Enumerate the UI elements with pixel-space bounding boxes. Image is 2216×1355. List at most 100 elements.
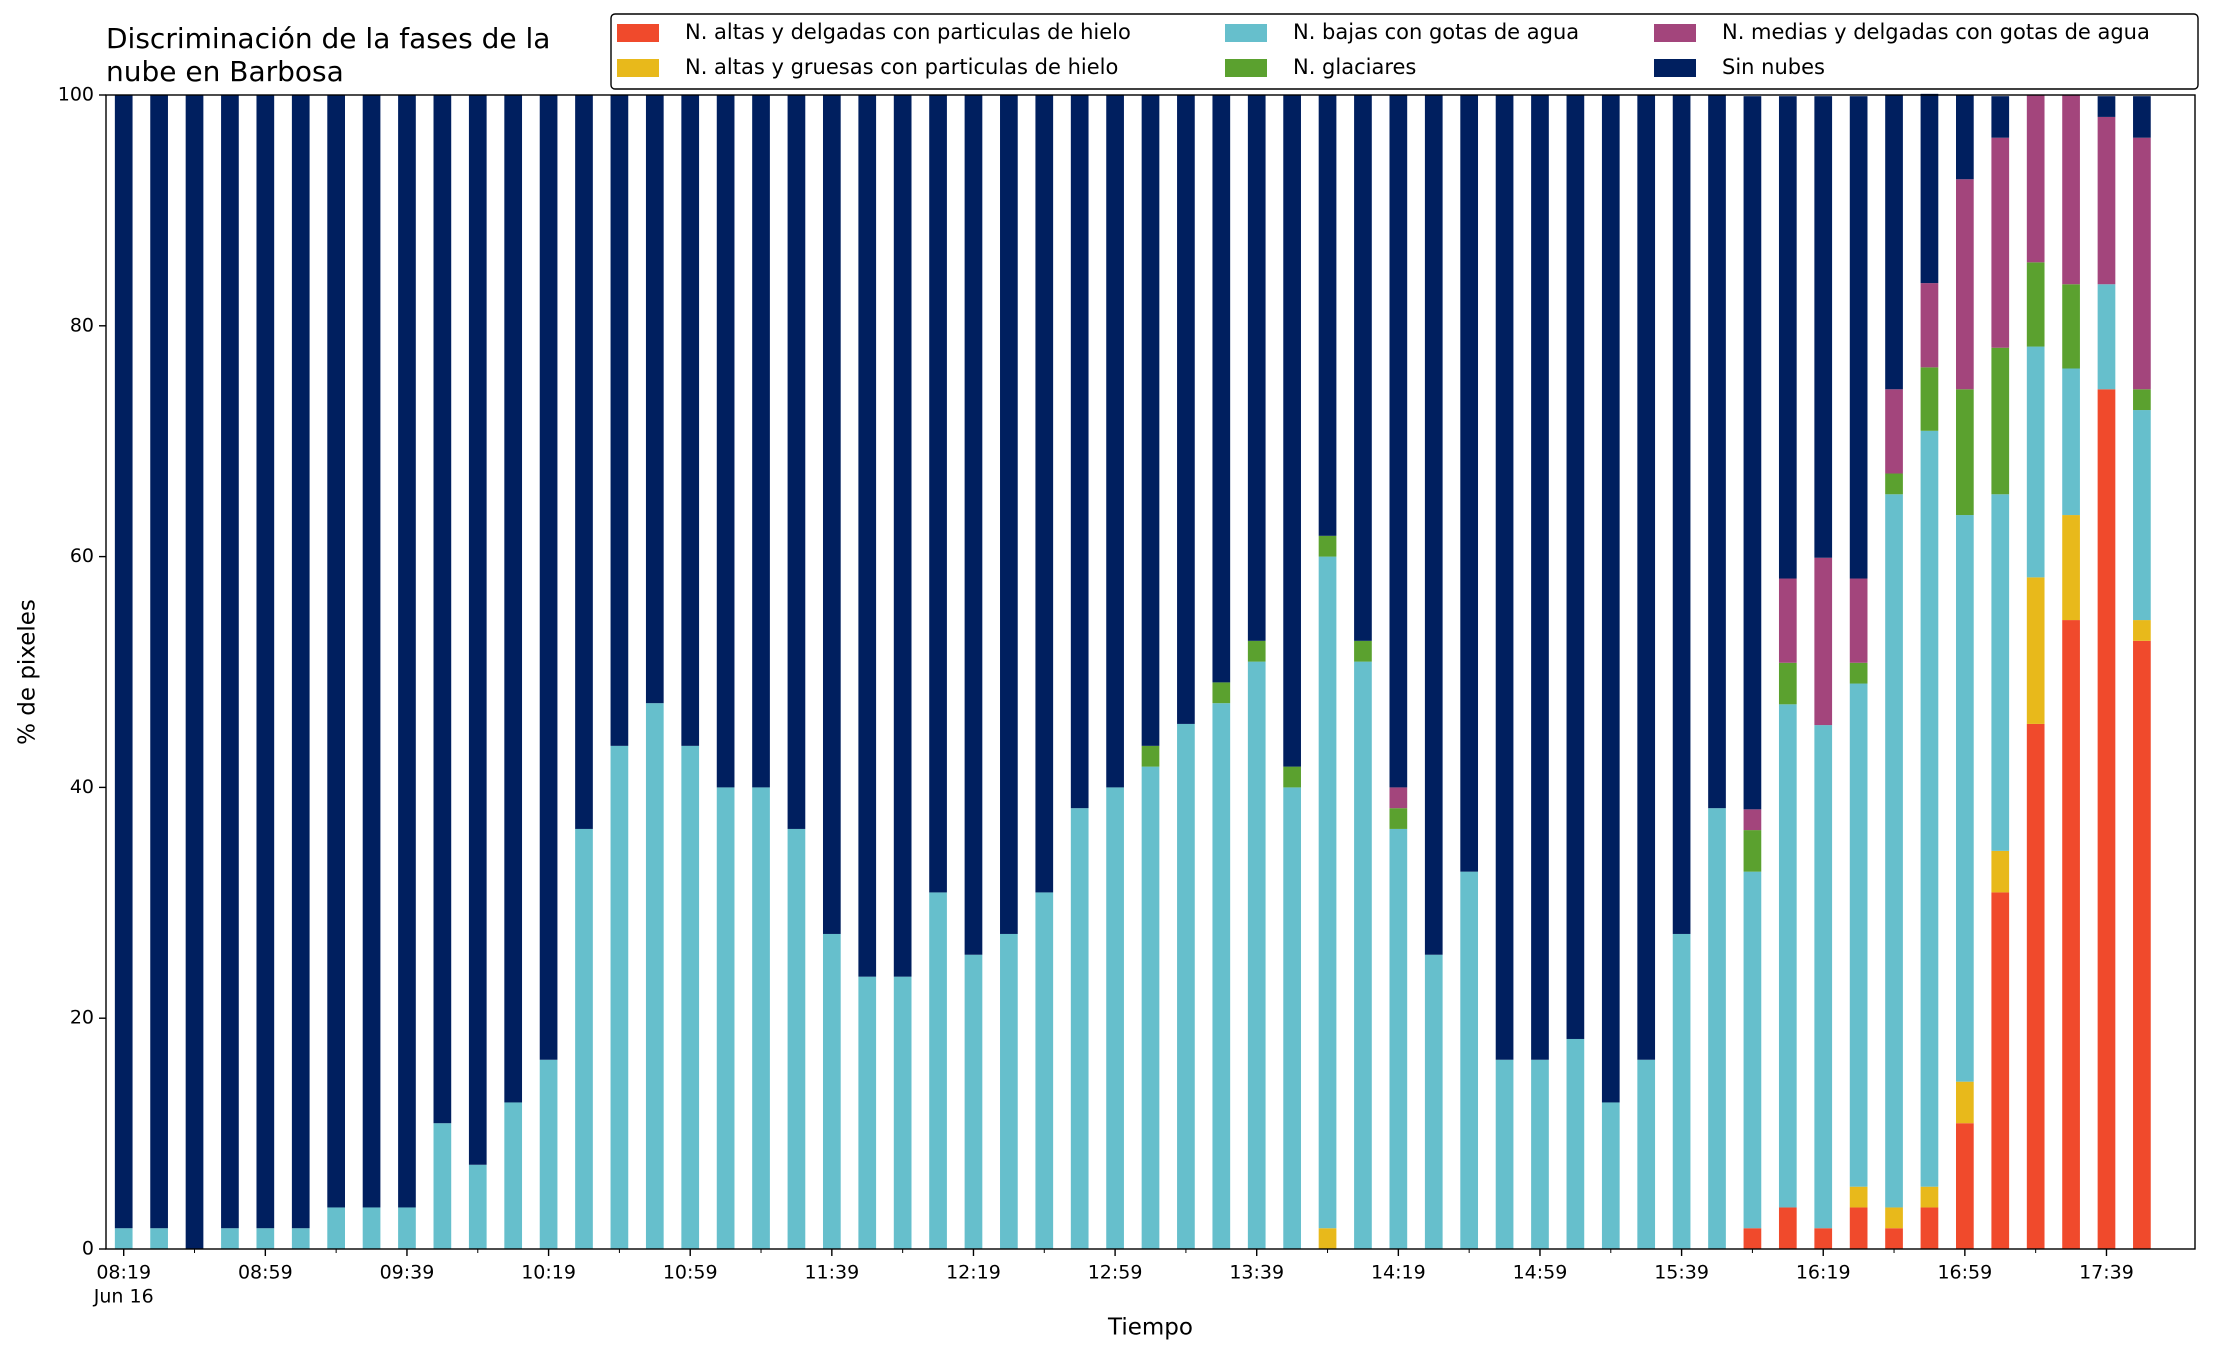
- bar-segment: [1177, 723, 1195, 1249]
- legend-label: N. altas y gruesas con particulas de hie…: [685, 55, 1118, 79]
- y-axis-label: % de pixeles: [15, 599, 41, 745]
- bar-segment: [1460, 95, 1479, 872]
- bar-segment: [1956, 389, 1974, 516]
- bar-segment: [504, 95, 523, 1103]
- x-sublabel: Jun 16: [93, 1286, 154, 1308]
- bar-segment: [433, 95, 452, 1124]
- bar-segment: [1991, 137, 2010, 348]
- bar-segment: [539, 1059, 558, 1249]
- bar-segment: [1247, 95, 1266, 641]
- bar-segment: [1920, 1207, 1939, 1249]
- bar-segment: [1885, 95, 1903, 390]
- bar-segment: [150, 1228, 168, 1249]
- bar-segment: [1141, 745, 1160, 767]
- bar-segment: [1814, 557, 1833, 726]
- bar-segment: [1814, 725, 1833, 1229]
- bar-segment: [1778, 704, 1797, 1208]
- bar-segment: [221, 1228, 239, 1249]
- bar-segment: [2133, 640, 2151, 1249]
- bar-segment: [752, 787, 770, 1249]
- bar-segment: [2133, 137, 2151, 390]
- bar-segment: [2097, 116, 2116, 285]
- bar-segment: [2097, 284, 2116, 390]
- x-tick-label: 11:39: [804, 1262, 859, 1284]
- bar-segment: [1601, 95, 1620, 1103]
- bar-segment: [504, 1102, 523, 1249]
- bar-segment: [327, 1207, 345, 1249]
- bar-segment: [822, 95, 841, 934]
- bar-segment: [645, 95, 664, 704]
- bar-segment: [468, 1164, 487, 1249]
- bar-segment: [1885, 1207, 1903, 1229]
- bar-segment: [1849, 1186, 1868, 1208]
- bar-segment: [1956, 1123, 1974, 1249]
- legend-label: N. glaciares: [1293, 55, 1416, 79]
- x-tick-label: 10:59: [663, 1262, 718, 1284]
- bar-segment: [1956, 179, 1974, 390]
- bar-segment: [716, 787, 735, 1249]
- legend-label: N. bajas con gotas de agua: [1293, 20, 1579, 44]
- x-tick-label: 16:59: [1937, 1262, 1992, 1284]
- bar-segment: [1920, 367, 1939, 431]
- bar-segment: [1601, 1102, 1620, 1249]
- bar-segment: [1778, 662, 1797, 705]
- bar-segment: [1814, 1228, 1833, 1249]
- bar-segment: [1389, 808, 1408, 829]
- bar-segment: [858, 95, 877, 977]
- bar-segment: [610, 745, 629, 1249]
- x-tick-label: 14:19: [1371, 1262, 1426, 1284]
- bar-segment: [2097, 389, 2116, 1249]
- bar-segment: [291, 95, 310, 1229]
- bar-segment: [2062, 368, 2080, 516]
- bar-segment: [681, 95, 700, 746]
- bar-segment: [929, 95, 947, 893]
- bar-segment: [575, 828, 593, 1249]
- bar-segment: [1035, 892, 1054, 1249]
- x-tick-label: 14:59: [1513, 1262, 1568, 1284]
- bar-segment: [893, 976, 912, 1249]
- bar-segment: [1849, 96, 1868, 579]
- bar-segment: [1035, 95, 1054, 893]
- bar-segment: [114, 1228, 133, 1249]
- bar-segment: [929, 892, 947, 1249]
- bar-segment: [1389, 95, 1408, 788]
- bar-segment: [1991, 494, 2010, 851]
- bar-segment: [1283, 766, 1301, 788]
- bar-segment: [964, 95, 983, 955]
- bar-segment: [1318, 1228, 1337, 1249]
- bar-segment: [2062, 95, 2080, 285]
- bar-segment: [1389, 787, 1408, 809]
- bar-segment: [2026, 95, 2045, 263]
- x-tick-label: 08:59: [238, 1262, 293, 1284]
- legend-label: N. medias y delgadas con gotas de agua: [1722, 20, 2150, 44]
- x-tick-label: 17:39: [2079, 1262, 2134, 1284]
- bar-segment: [1389, 828, 1408, 1249]
- bar-segment: [1177, 95, 1195, 724]
- bar-segment: [362, 1207, 381, 1249]
- bar-segment: [1885, 389, 1903, 474]
- bar-segment: [1531, 1059, 1549, 1249]
- bar-segment: [1920, 430, 1939, 1187]
- bar-segment: [1778, 1207, 1797, 1249]
- legend-swatch: [1654, 59, 1696, 77]
- bar-segment: [1141, 95, 1160, 746]
- bar-segment: [1637, 1059, 1656, 1249]
- bar-segment: [893, 95, 912, 977]
- y-tick-label: 0: [82, 1238, 94, 1260]
- legend-swatch: [1225, 59, 1267, 77]
- bar-segment: [2062, 620, 2080, 1249]
- bar-segment: [2133, 389, 2151, 411]
- bar-segment: [1743, 96, 1762, 810]
- bar-segment: [468, 95, 487, 1165]
- bar-segment: [2026, 262, 2045, 347]
- bar-segment: [1708, 808, 1726, 1249]
- bar-segment: [1956, 95, 1974, 180]
- bar-segment: [1424, 954, 1443, 1249]
- bar-segment: [1991, 347, 2010, 495]
- bar-segment: [1460, 871, 1479, 1249]
- bar-segment: [1991, 96, 2010, 138]
- bar-segment: [1531, 95, 1549, 1060]
- bar-segment: [716, 95, 735, 788]
- bar-segment: [2133, 410, 2151, 621]
- chart-title: Discriminación de la fases de la nube en…: [106, 22, 551, 88]
